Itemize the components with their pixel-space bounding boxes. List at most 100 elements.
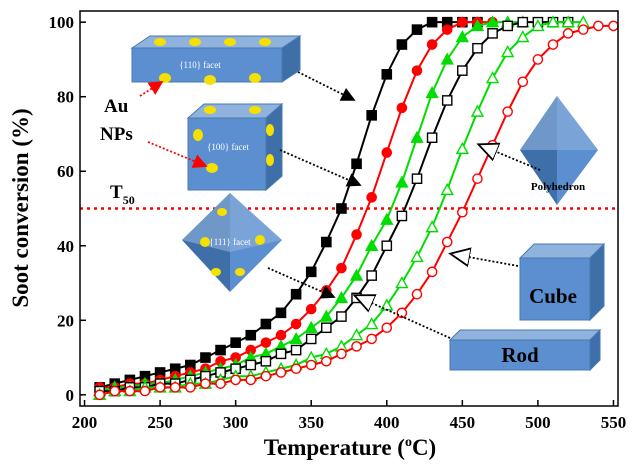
marker	[94, 389, 105, 401]
facet-label: {100} facet	[207, 142, 249, 152]
marker	[547, 39, 559, 50]
marker	[289, 331, 303, 345]
marker	[425, 86, 439, 99]
marker	[485, 15, 500, 28]
marker	[364, 317, 379, 330]
reference-label: T50	[110, 182, 135, 207]
marker	[169, 382, 181, 393]
marker	[441, 95, 453, 106]
marker	[380, 212, 394, 225]
marker	[305, 359, 317, 371]
reference-label-text: T	[110, 182, 123, 203]
marker	[319, 309, 334, 322]
marker	[425, 220, 439, 233]
marker	[290, 344, 302, 356]
marker	[230, 337, 241, 348]
marker	[275, 307, 287, 319]
marker	[577, 24, 589, 35]
marker	[381, 240, 393, 252]
marker	[516, 30, 530, 43]
marker	[366, 192, 377, 203]
marker	[336, 311, 347, 322]
y-axis-label: Soot conversion (%)	[8, 108, 33, 307]
marker	[305, 333, 317, 345]
plot-frame	[79, 10, 619, 407]
marker	[502, 106, 513, 117]
x-tick-label: 450	[450, 413, 476, 432]
marker	[260, 355, 272, 367]
marker	[517, 76, 529, 88]
marker	[410, 130, 424, 143]
x-axis-label: Temperature (oC)	[264, 435, 436, 460]
marker	[411, 173, 423, 184]
marker	[457, 16, 468, 28]
illustrations	[130, 35, 606, 372]
marker	[124, 385, 136, 397]
x-tick-label: 200	[72, 413, 98, 432]
x-label-after: C)	[412, 435, 436, 460]
marker	[275, 367, 287, 378]
x-tick-label: 550	[601, 413, 627, 432]
marker	[245, 359, 257, 371]
x-tick-label: 250	[147, 413, 173, 432]
marker	[321, 322, 332, 334]
marker	[290, 288, 302, 300]
marker	[396, 39, 408, 50]
marker	[349, 328, 364, 341]
marker	[426, 132, 438, 143]
marker	[500, 45, 515, 58]
marker	[290, 318, 302, 330]
marker	[139, 385, 151, 397]
marker	[260, 318, 272, 330]
marker	[426, 39, 438, 50]
marker	[275, 329, 287, 341]
marker	[351, 229, 362, 240]
marker	[426, 266, 438, 278]
y-tick-label: 80	[57, 88, 74, 107]
marker	[351, 341, 362, 352]
marker	[334, 290, 349, 304]
marker	[366, 110, 377, 121]
marker	[260, 370, 272, 382]
reference-label-sub: 50	[123, 193, 135, 207]
marker	[321, 285, 332, 296]
marker	[487, 28, 498, 39]
marker	[485, 71, 500, 84]
marker	[517, 16, 529, 28]
annotations: {110} facet {100} facet {111} facet Au N…	[8, 60, 585, 460]
annotation: Cube	[529, 284, 577, 308]
facet-label: {111} facet	[209, 237, 251, 247]
marker	[321, 236, 332, 248]
marker	[260, 337, 272, 348]
marker	[154, 382, 166, 393]
marker	[531, 18, 545, 32]
marker	[455, 30, 470, 43]
plot-area: 200 250 300 350 400 450 500 550 0 20 40 60 80 100	[49, 10, 627, 432]
marker	[349, 268, 364, 281]
marker	[440, 52, 454, 65]
marker	[351, 158, 362, 170]
marker	[366, 270, 377, 281]
x-tick-label: 350	[298, 413, 324, 432]
marker	[472, 173, 483, 184]
marker	[381, 147, 393, 158]
marker	[109, 385, 121, 397]
marker	[381, 69, 393, 80]
marker	[410, 249, 424, 263]
marker	[593, 20, 604, 32]
y-tick-label: 100	[49, 13, 75, 32]
marker	[411, 24, 423, 35]
marker	[502, 20, 513, 32]
marker	[441, 24, 453, 35]
marker	[546, 15, 560, 28]
marker	[215, 344, 226, 356]
y-tick-label: 20	[57, 311, 74, 330]
marker	[396, 102, 408, 114]
marker	[351, 292, 362, 304]
x-label-sup: o	[405, 435, 412, 450]
marker	[290, 363, 302, 375]
x-tick-label: 500	[525, 413, 551, 432]
marker	[364, 238, 379, 251]
x-tick-label: 300	[223, 413, 249, 432]
marker	[487, 139, 498, 151]
